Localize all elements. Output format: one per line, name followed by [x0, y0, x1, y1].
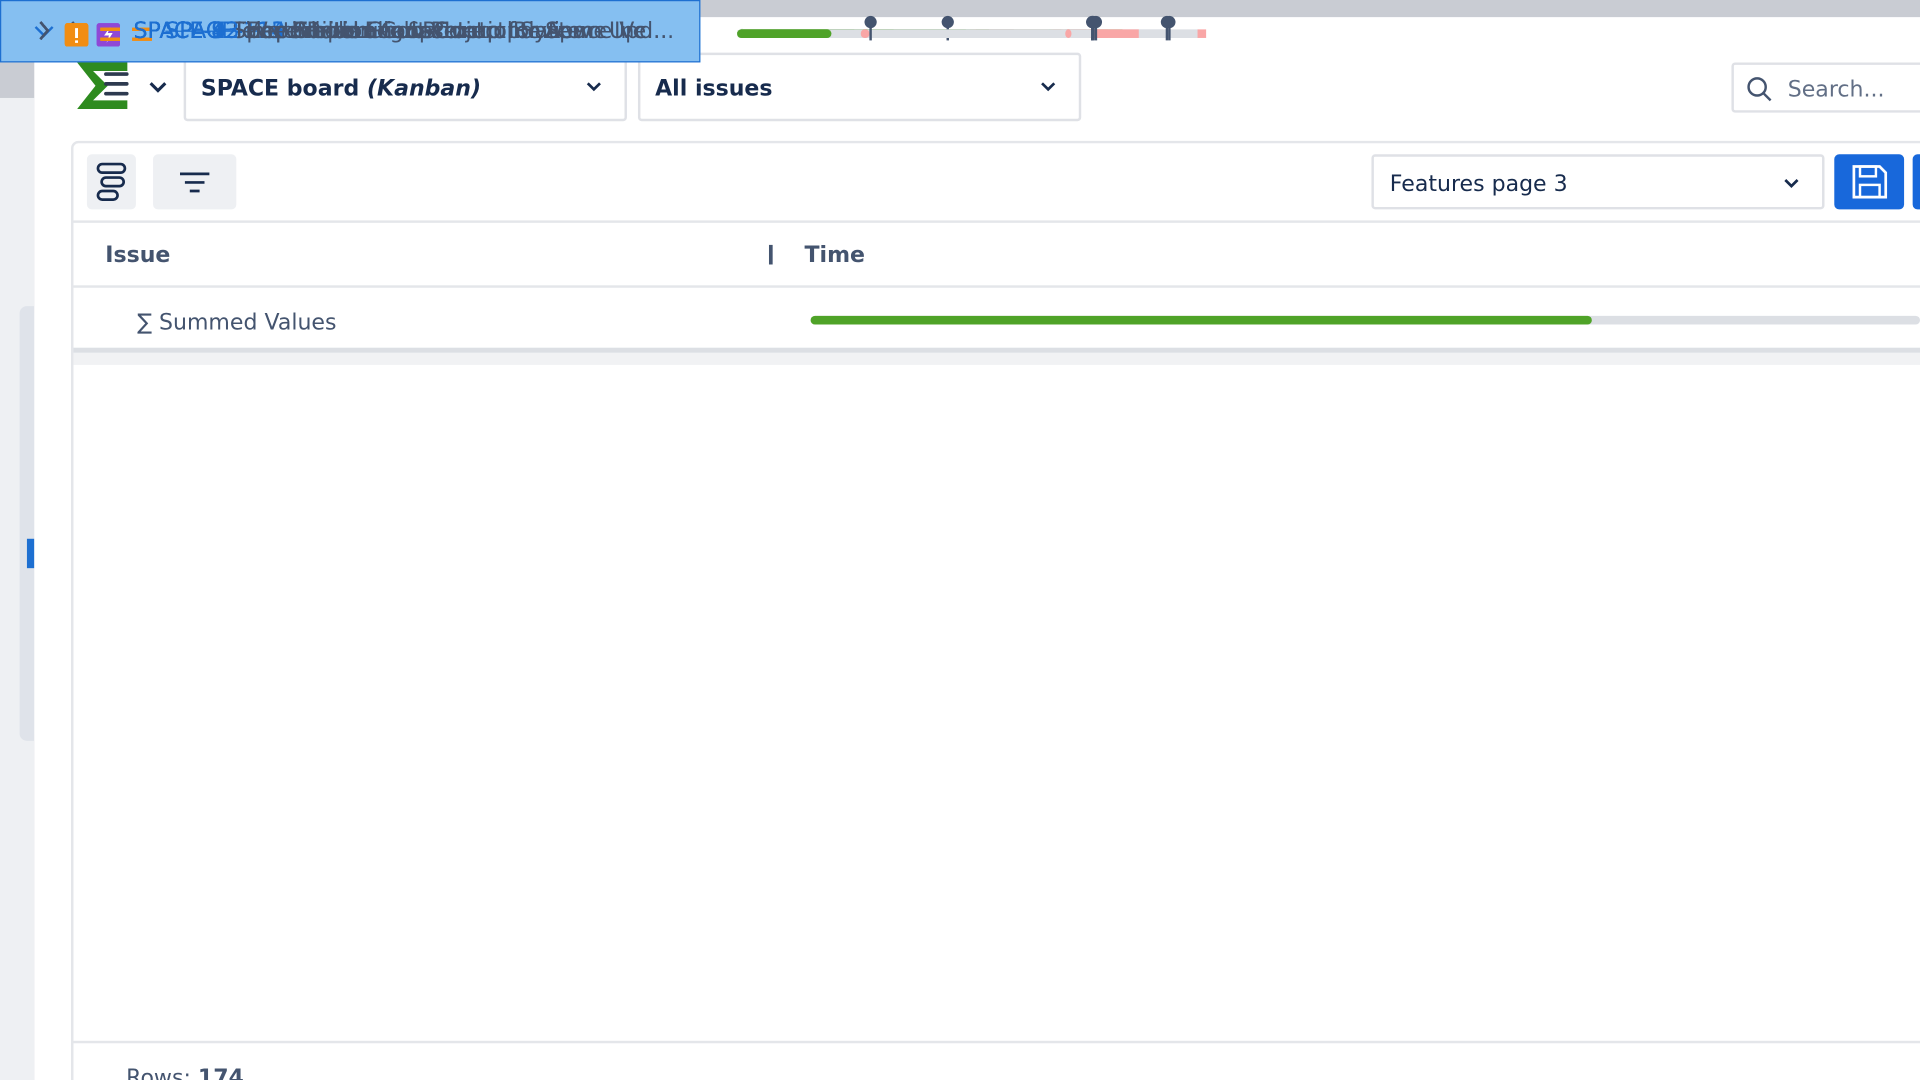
issue-key[interactable]: SPACE-4: [133, 18, 226, 45]
due-pin-head: [1160, 15, 1174, 29]
hierarchy-icon: [96, 162, 127, 201]
divider: [73, 220, 1920, 223]
filter-name: All issues: [655, 75, 773, 102]
issue-key[interactable]: SPACE-113: [165, 18, 286, 45]
column-header[interactable]: Time: [804, 242, 866, 269]
due-pin-head: [1086, 15, 1099, 29]
chevron: [586, 82, 601, 92]
chevron: [1784, 179, 1799, 189]
divider: [73, 347, 1920, 365]
structure-panel: [71, 140, 1920, 1080]
bar-overrun: [1065, 29, 1072, 38]
expander: [39, 21, 50, 40]
issue-summary: Wormhole Flight Control System Upd...: [246, 18, 675, 45]
backdrop-panel: [19, 306, 35, 741]
summary-label: ∑ Summed Values: [137, 309, 337, 336]
issue-summary: Space Prison Construction: [232, 18, 521, 45]
issue-summary: Earthrise Lunar Rover update: [246, 18, 571, 45]
chevron: [1041, 82, 1056, 92]
row-count: Rows: 174: [126, 1065, 244, 1080]
backdrop-handle: [26, 538, 35, 569]
issue-key[interactable]: SPACE-7: [133, 18, 226, 45]
issue-key[interactable]: SPACE-12: [133, 18, 240, 45]
app-logo[interactable]: [73, 59, 171, 115]
priority-icon: [100, 27, 121, 41]
issue-summary: Preparations: [292, 18, 432, 45]
issue-text: SPACE-115 Customer & Project Review: [165, 18, 591, 44]
row-count-value: 174: [197, 1065, 244, 1080]
due-pin-head: [941, 15, 954, 29]
issue-text: SPACE-8 Teleportation hub set up for Spa…: [133, 18, 667, 44]
filter-icon: [180, 172, 210, 193]
filter-select[interactable]: All issues: [637, 52, 1082, 122]
column-resizer[interactable]: [768, 244, 773, 265]
bar-done: [737, 29, 832, 38]
issue-text: SPACE-4 Time Travel Group 1: [133, 18, 453, 44]
issue-text: SPACE-9 Teleportation hub set up for Acm…: [133, 18, 646, 44]
hierarchy-button[interactable]: [86, 154, 136, 210]
icon-glyph: [104, 26, 113, 43]
priority-icon: [132, 27, 152, 41]
view-select[interactable]: Features page 3: [1371, 154, 1825, 210]
issue-summary: Build: [292, 18, 348, 45]
filter-button[interactable]: [153, 154, 237, 210]
search-box[interactable]: Search...: [1731, 62, 1920, 113]
board-name: SPACE board: [200, 75, 360, 102]
row-count-label: Rows:: [126, 1065, 191, 1080]
issue-summary: Teleportation hub set up for Acme Inc: [232, 18, 647, 45]
due-pin-head: [864, 15, 877, 29]
issue-text: SPACE-13 Earthrise Lunar Rover update: [133, 18, 570, 44]
view-name: Features page 3: [1389, 171, 1568, 198]
bar-overrun: [1197, 29, 1207, 38]
issue-summary: Time Travel Group 1: [232, 18, 454, 45]
issue-text: SPACE-114 Build: [165, 18, 347, 44]
summary-bar: [810, 315, 1920, 325]
column-header[interactable]: Issue: [105, 242, 171, 269]
issue-text: SPACE-7 Space Prison Construction: [133, 18, 520, 44]
issue-summary: Customer & Project Review: [292, 18, 592, 45]
save-icon: [1852, 165, 1888, 199]
board-select[interactable]: SPACE board (Kanban): [183, 52, 627, 122]
issue-text: SPACE-113 Preparations: [165, 18, 431, 44]
issue-key[interactable]: SPACE-9: [133, 18, 226, 45]
issue-key[interactable]: SPACE-13: [133, 18, 240, 45]
search-placeholder: Search...: [1787, 77, 1885, 103]
more-button[interactable]: [1912, 154, 1920, 210]
issue-key[interactable]: SPACE-114: [165, 18, 286, 45]
time-bar: [737, 15, 877, 41]
search-icon: [1747, 77, 1772, 102]
divider: [73, 285, 1920, 288]
issue-key[interactable]: SPACE-115: [165, 18, 286, 45]
save-button[interactable]: [1834, 154, 1905, 210]
issue-text: SPACE-12 Wormhole Flight Control System …: [133, 18, 674, 44]
divider: [73, 1040, 1920, 1044]
issue-summary: Teleportation hub set up for Space Ve...: [232, 18, 668, 45]
bar-overrun: [860, 29, 870, 38]
board-type: (Kanban): [366, 75, 482, 102]
row-icons: [39, 21, 121, 47]
